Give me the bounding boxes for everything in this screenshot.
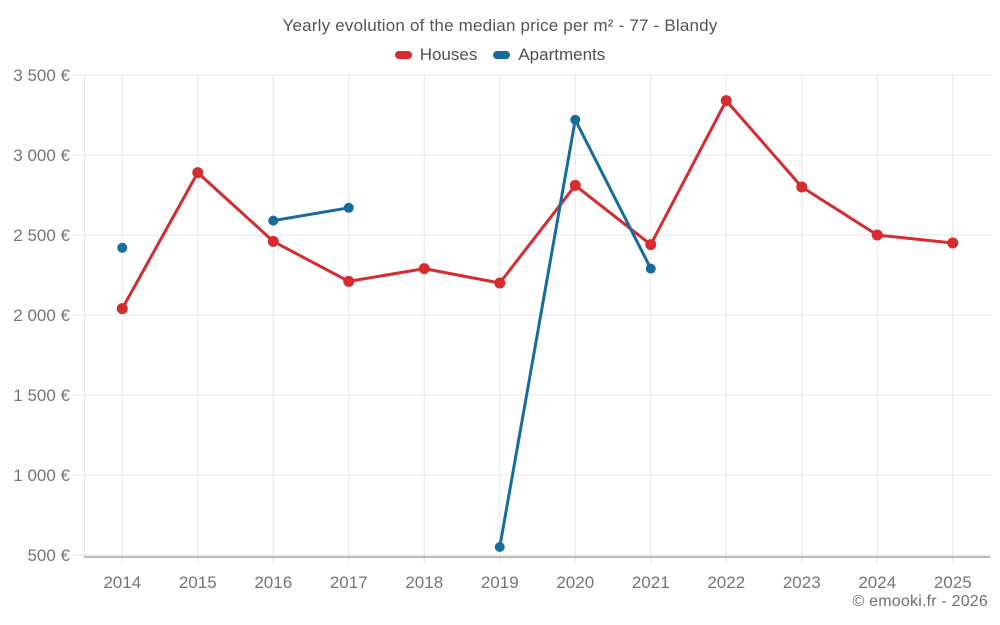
x-tick-label-2018: 2018	[405, 573, 443, 592]
data-point-apartments-2020[interactable]	[570, 114, 581, 125]
y-tick-label-2000: 2 000 €	[13, 306, 70, 325]
x-tick-label-2022: 2022	[707, 573, 745, 592]
x-tick-label-2017: 2017	[330, 573, 368, 592]
data-point-houses-2021[interactable]	[645, 239, 657, 251]
data-point-houses-2018[interactable]	[418, 263, 430, 275]
data-point-houses-2017[interactable]	[343, 275, 355, 287]
legend-item-houses[interactable]: Houses	[394, 45, 478, 65]
data-point-houses-2020[interactable]	[569, 179, 581, 191]
y-tick-label-3000: 3 000 €	[13, 146, 70, 165]
x-tick-label-2021: 2021	[632, 573, 670, 592]
data-point-houses-2015[interactable]	[192, 167, 204, 179]
y-tick-label-2500: 2 500 €	[13, 226, 70, 245]
data-point-apartments-2016[interactable]	[268, 215, 279, 226]
data-point-houses-2024[interactable]	[871, 229, 883, 241]
x-tick-label-2020: 2020	[556, 573, 594, 592]
data-point-houses-2023[interactable]	[796, 181, 808, 193]
y-tick-label-3500: 3 500 €	[13, 66, 70, 85]
legend-label-apartments: Apartments	[518, 45, 606, 64]
data-point-houses-2014[interactable]	[116, 303, 128, 315]
y-tick-label-1500: 1 500 €	[13, 386, 70, 405]
x-tick-label-2014: 2014	[103, 573, 141, 592]
y-tick-label-1000: 1 000 €	[13, 466, 70, 485]
data-point-apartments-2019[interactable]	[494, 542, 505, 552]
data-point-houses-2025[interactable]	[947, 237, 959, 249]
legend: Houses Apartments	[0, 45, 1000, 65]
data-point-houses-2016[interactable]	[267, 235, 279, 247]
legend-label-houses: Houses	[419, 45, 478, 64]
series-line-apartments[interactable]	[271, 206, 351, 223]
legend-swatch-apartments-icon	[493, 51, 511, 59]
credit-text: © emooki.fr - 2026	[852, 593, 988, 610]
y-tick-label-500: 500 €	[27, 546, 70, 565]
series-line-houses[interactable]	[120, 99, 955, 311]
x-tick-label-2024: 2024	[858, 573, 896, 592]
legend-swatch-houses-icon	[394, 51, 412, 59]
data-point-apartments-2014[interactable]	[117, 242, 128, 253]
x-tick-label-2025: 2025	[934, 573, 972, 592]
data-point-houses-2019[interactable]	[494, 277, 506, 289]
x-tick-label-2015: 2015	[179, 573, 217, 592]
legend-item-apartments[interactable]: Apartments	[493, 45, 605, 65]
x-tick-label-2019: 2019	[481, 573, 519, 592]
data-point-apartments-2017[interactable]	[343, 202, 354, 213]
x-tick-label-2023: 2023	[783, 573, 821, 592]
chart-title: Yearly evolution of the median price per…	[282, 16, 718, 35]
x-tick-label-2016: 2016	[254, 573, 292, 592]
data-point-houses-2022[interactable]	[720, 95, 732, 107]
data-point-apartments-2021[interactable]	[645, 263, 656, 274]
